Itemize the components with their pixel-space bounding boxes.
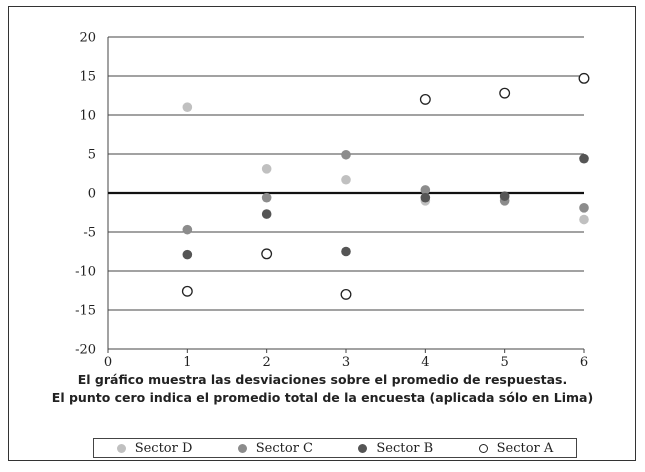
y-tick-label: 10 [79, 109, 96, 124]
legend-marker-sector-c [237, 443, 247, 453]
data-point-sector-a [340, 288, 352, 300]
legend-marker-sector-b [358, 443, 368, 453]
x-tick-label: 5 [501, 355, 509, 370]
data-point-sector-b [499, 191, 510, 201]
data-point-sector-c [341, 149, 351, 160]
chart-legend: Sector D Sector C Sector B Sector A [93, 438, 577, 458]
legend-label: Sector A [496, 440, 554, 456]
data-point-sector-c [579, 203, 589, 213]
x-tick-label: 4 [421, 355, 429, 370]
y-tick-label: 20 [79, 31, 96, 46]
legend-label: Sector D [134, 440, 193, 456]
data-point-sector-b [261, 209, 272, 219]
data-point-sector-d [261, 164, 272, 174]
data-point-sector-d [182, 102, 193, 112]
x-tick-label: 0 [104, 355, 112, 370]
y-tick-label: 15 [79, 70, 96, 85]
y-tick-label: -10 [75, 265, 96, 280]
y-tick-label: 5 [88, 148, 96, 163]
legend-item-sector-a: Sector A [478, 440, 554, 456]
data-point-sector-c [182, 224, 193, 235]
legend-label: Sector C [255, 440, 313, 456]
x-tick-label: 1 [183, 355, 191, 370]
chart-caption-line-1: El gráfico muestra las desviaciones sobr… [77, 372, 568, 387]
y-tick-label: -15 [75, 304, 96, 319]
data-point-sector-b [182, 249, 193, 260]
y-tick-label: -20 [75, 343, 96, 358]
chart-frame [8, 6, 636, 461]
data-point-sector-a [261, 248, 273, 260]
legend-label: Sector B [376, 440, 434, 456]
x-tick-label: 3 [342, 355, 350, 370]
data-point-sector-c [420, 185, 431, 195]
chart-caption-line-2: El punto cero indica el promedio total d… [51, 390, 594, 405]
data-point-sector-d [579, 214, 589, 225]
x-tick-label: 2 [263, 355, 271, 370]
data-point-sector-b [579, 153, 589, 164]
data-point-sector-a [578, 72, 590, 84]
legend-marker-sector-d [116, 443, 126, 453]
scatter-chart: 20 15 10 5 0 -5 -10 -15 -20 0 1 2 3 4 5 6 [75, 31, 590, 370]
data-point-sector-b [341, 246, 351, 257]
data-point-sector-a [181, 285, 193, 297]
data-point-sector-c [261, 192, 272, 203]
data-point-sector-a [419, 93, 431, 105]
legend-item-sector-c: Sector C [237, 440, 313, 456]
x-tick-label: 6 [580, 355, 588, 370]
data-point-sector-a [499, 87, 511, 99]
data-point-sector-d [341, 174, 351, 185]
legend-item-sector-d: Sector D [116, 440, 193, 456]
data-point-sector-b [420, 192, 431, 203]
legend-marker-sector-a [478, 443, 488, 453]
legend-item-sector-b: Sector B [358, 441, 433, 456]
y-tick-label: -5 [83, 226, 96, 241]
y-tick-label: 0 [88, 187, 96, 202]
